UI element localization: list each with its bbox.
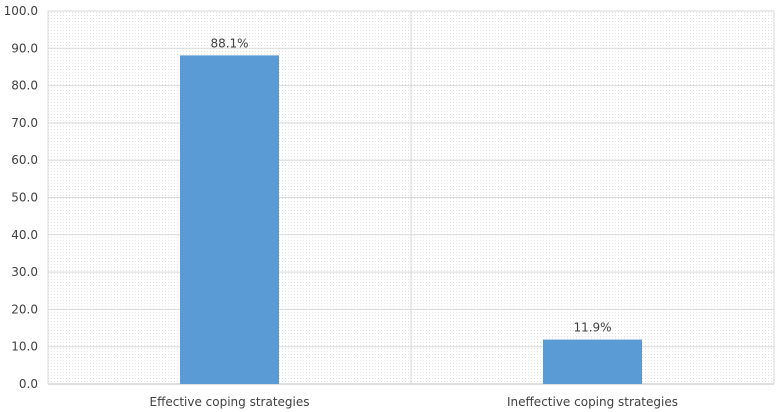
x-axis: Effective coping strategies Ineffective c… [149,395,677,409]
y-tick-label: 60.0 [11,153,38,167]
y-tick-label: 80.0 [11,79,38,93]
x-category-label: Effective coping strategies [149,395,309,409]
y-tick-label: 90.0 [11,41,38,55]
y-tick-label: 30.0 [11,265,38,279]
y-tick-label: 40.0 [11,228,38,242]
bars [180,55,642,385]
gridlines [47,10,775,385]
y-tick-label: 50.0 [11,191,38,205]
y-tick-label: 0.0 [19,377,38,391]
bar-value-label: 11.9% [573,321,611,335]
y-axis: 0.0 10.0 20.0 30.0 40.0 50.0 60.0 70.0 80.0 90.0 1… [4,4,38,391]
bar [180,55,279,385]
x-category-label: Ineffective coping strategies [507,395,678,409]
bar-value-label: 88.1% [210,36,248,50]
data-labels: 88.1% 11.9% [210,36,611,334]
y-tick-label: 100.0 [4,4,38,18]
bar [543,339,642,384]
y-tick-label: 10.0 [11,340,38,354]
y-tick-label: 70.0 [11,116,38,130]
y-tick-label: 20.0 [11,302,38,316]
